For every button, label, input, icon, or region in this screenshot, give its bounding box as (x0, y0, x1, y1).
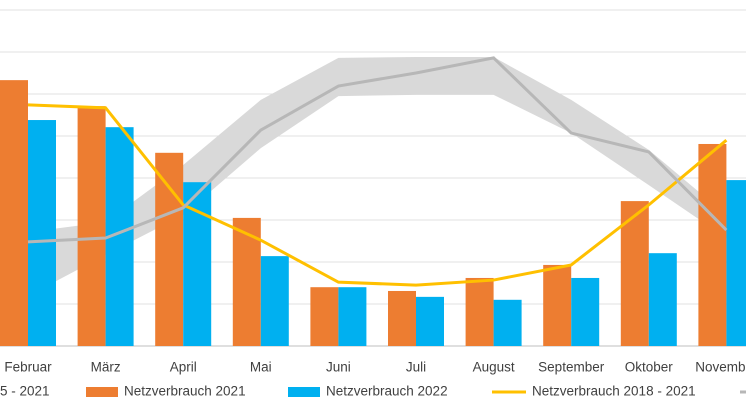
bar (338, 287, 367, 346)
bar (155, 152, 184, 346)
bar (183, 182, 212, 346)
bar (543, 264, 572, 346)
bar (648, 253, 677, 346)
bar (465, 277, 494, 346)
legend-label: Netzverbrauch 2021 (124, 384, 246, 399)
bar (620, 201, 649, 346)
line (27, 56, 728, 244)
x-tick-label: September (538, 360, 605, 375)
bar (571, 277, 600, 346)
line (27, 103, 728, 287)
x-tick-label: Mai (250, 360, 272, 375)
legend-swatch (288, 387, 320, 397)
bar (698, 143, 727, 346)
x-tick-label: Juni (326, 360, 351, 375)
legend-label: Netzverbrauch 2022 (326, 384, 448, 399)
bar (260, 256, 289, 346)
x-tick-label: Februar (4, 360, 52, 375)
bar (28, 120, 56, 346)
bar (416, 296, 444, 346)
x-tick-label: Oktober (625, 360, 674, 375)
x-tick-label: November (695, 360, 746, 375)
legend-label: 5 - 2021 (0, 384, 50, 399)
bar (310, 287, 339, 346)
legend-swatch (86, 387, 118, 397)
x-tick-label: Juli (406, 360, 426, 375)
x-tick-label: April (170, 360, 197, 375)
x-tick-label: März (91, 360, 121, 375)
bar (388, 290, 416, 346)
bar (493, 299, 522, 346)
bar (77, 106, 106, 347)
bar (0, 80, 28, 346)
x-tick-label: August (473, 360, 515, 375)
legend-label: Netzverbrauch 2018 - 2021 (532, 384, 696, 399)
range-band (28, 57, 727, 297)
bar (726, 180, 746, 346)
